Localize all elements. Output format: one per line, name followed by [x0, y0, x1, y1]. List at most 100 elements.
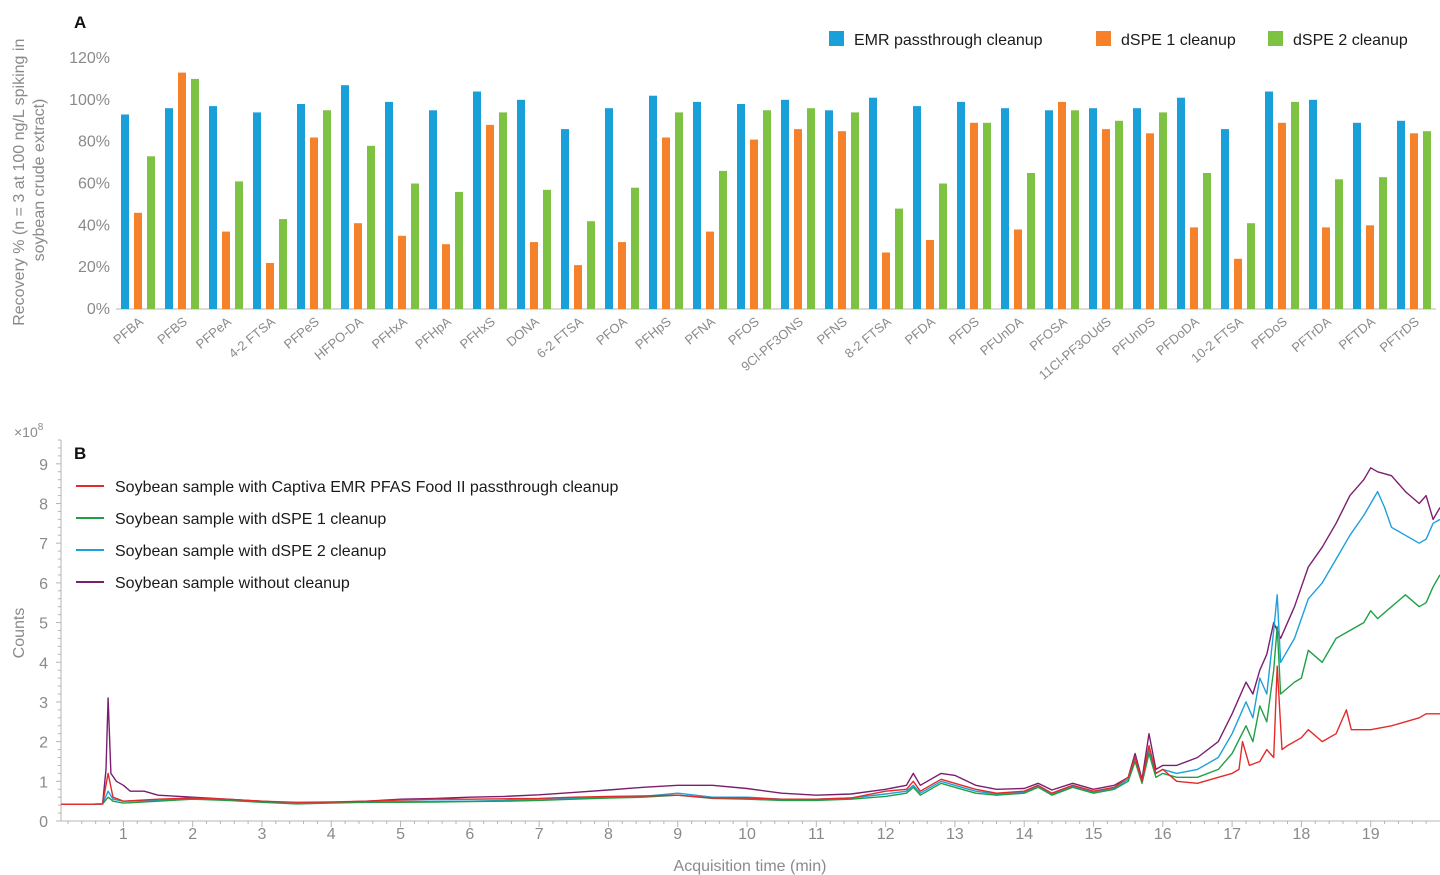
bar-pfhpa-dspe-1-cleanup [442, 244, 450, 309]
bar-pfba-dspe-2-cleanup [147, 156, 155, 309]
bar-pftrda-dspe-2-cleanup [1335, 179, 1343, 309]
bar-pftrds-dspe-1-cleanup [1410, 133, 1418, 309]
bar-dona-dspe-1-cleanup [530, 242, 538, 309]
panel-b-x-axis-title: Acquisition time (min) [674, 858, 827, 875]
bar-11cl-pf3ouds-dspe-1-cleanup [1102, 129, 1110, 309]
bar-pfpes-emr-passthrough-cleanup [297, 104, 305, 309]
bar-pfdos-dspe-1-cleanup [1278, 122, 1286, 309]
legend-swatch-emr-passthrough-cleanup [829, 31, 844, 46]
bar-9cl-pf3ons-dspe-2-cleanup [807, 108, 815, 309]
category-label-pfunda: PFUnDA [977, 314, 1026, 359]
bar-dona-dspe-2-cleanup [543, 189, 551, 309]
category-label-hfpo-da: HFPO-DA [311, 314, 366, 363]
panel-b-y-tick-5: 5 [39, 616, 48, 633]
bar-pfoa-dspe-1-cleanup [618, 242, 626, 309]
bar-pfda-dspe-1-cleanup [926, 240, 934, 309]
series-line-soybean-sample-with-dspe-1-cleanup [61, 574, 1440, 805]
bar-pftrda-emr-passthrough-cleanup [1309, 99, 1317, 309]
legend-label-emr-passthrough-cleanup: EMR passthrough cleanup [854, 32, 1043, 49]
bar-6-2-ftsa-dspe-1-cleanup [574, 265, 582, 309]
bar-pfoa-dspe-2-cleanup [631, 187, 639, 309]
bar-pfdoda-dspe-1-cleanup [1190, 227, 1198, 309]
panel-b-label: B [74, 444, 86, 463]
legend-label-soybean-sample-with-dspe-2-cleanup: Soybean sample with dSPE 2 cleanup [115, 543, 386, 560]
panel-b-y-tick-7: 7 [39, 536, 48, 553]
category-label-pfpea: PFPeA [193, 314, 234, 352]
panel-b-x-tick-3: 3 [258, 826, 267, 843]
panel-b-y-axis-title: Counts [11, 608, 28, 659]
panel-b-x-tick-6: 6 [465, 826, 474, 843]
panel-a-y-tick-60: 60% [78, 176, 110, 193]
category-label-dona: DONA [504, 314, 543, 350]
panel-b-x-tick-7: 7 [535, 826, 544, 843]
panel-b-x-tick-9: 9 [673, 826, 682, 843]
bar-hfpo-da-dspe-2-cleanup [367, 145, 375, 309]
bar-pfpes-dspe-1-cleanup [310, 137, 318, 309]
legend-label-soybean-sample-without-cleanup: Soybean sample without cleanup [115, 575, 350, 592]
panel-b-x-ticks: 1 2 3 4 5 6 7 8 9 10 11 12 13 14 15 16 17 18 19 [67, 821, 1427, 843]
bar-pfna-dspe-1-cleanup [706, 231, 714, 309]
bar-pfdoda-dspe-2-cleanup [1203, 173, 1211, 309]
bar-pfda-dspe-2-cleanup [939, 183, 947, 309]
bar-pfos-emr-passthrough-cleanup [737, 104, 745, 309]
panel-b-y-tick-6: 6 [39, 576, 48, 593]
bar-pfosa-dspe-2-cleanup [1071, 110, 1079, 309]
bar-pfunds-dspe-1-cleanup [1146, 133, 1154, 309]
bar-pfos-dspe-2-cleanup [763, 110, 771, 309]
bar-pftrda-dspe-1-cleanup [1322, 227, 1330, 309]
panel-b-x-tick-12: 12 [877, 826, 895, 843]
bar-4-2-ftsa-emr-passthrough-cleanup [253, 112, 261, 310]
bar-hfpo-da-dspe-1-cleanup [354, 223, 362, 309]
legend-swatch-dspe-1-cleanup [1096, 31, 1111, 46]
bar-pfhps-dspe-2-cleanup [675, 112, 683, 310]
bar-pfunda-dspe-1-cleanup [1014, 229, 1022, 309]
bar-4-2-ftsa-dspe-2-cleanup [279, 219, 287, 309]
category-label-pfunds: PFUnDS [1109, 314, 1158, 359]
bar-pfhps-emr-passthrough-cleanup [649, 95, 657, 309]
legend-label-dspe-1-cleanup: dSPE 1 cleanup [1121, 32, 1236, 49]
bar-pfba-dspe-1-cleanup [134, 212, 142, 309]
panel-a-y-tick-20: 20% [78, 259, 110, 276]
panel-b-x-tick-4: 4 [327, 826, 336, 843]
bar-pfpea-dspe-2-cleanup [235, 181, 243, 309]
bar-pfhxs-dspe-2-cleanup [499, 112, 507, 310]
bar-pftda-emr-passthrough-cleanup [1353, 122, 1361, 309]
bar-6-2-ftsa-emr-passthrough-cleanup [561, 129, 569, 309]
bar-pfhxa-dspe-1-cleanup [398, 235, 406, 309]
category-label-pftrda: PFTrDA [1289, 314, 1334, 356]
bar-pfdos-dspe-2-cleanup [1291, 101, 1299, 310]
bar-pfhpa-dspe-2-cleanup [455, 191, 463, 309]
category-label-pfda: PFDA [902, 314, 938, 348]
bar-8-2-ftsa-dspe-2-cleanup [895, 208, 903, 309]
panel-a-y-tick-120: 120% [69, 50, 110, 67]
bar-8-2-ftsa-emr-passthrough-cleanup [869, 97, 877, 309]
panel-a-y-axis-title: Recovery % (n = 3 at 100 ng/L spiking in… [11, 34, 48, 326]
bar-6-2-ftsa-dspe-2-cleanup [587, 221, 595, 309]
bar-pfunds-dspe-2-cleanup [1159, 112, 1167, 310]
bar-pfhxs-emr-passthrough-cleanup [473, 91, 481, 309]
bar-pfos-dspe-1-cleanup [750, 139, 758, 309]
bar-pfpea-dspe-1-cleanup [222, 231, 230, 309]
bar-pfdoda-emr-passthrough-cleanup [1177, 97, 1185, 309]
bar-pfdos-emr-passthrough-cleanup [1265, 91, 1273, 309]
bar-pfhxa-dspe-2-cleanup [411, 183, 419, 309]
bar-pfns-emr-passthrough-cleanup [825, 110, 833, 309]
panel-b-y-tick-9: 9 [39, 457, 48, 474]
series-line-soybean-sample-with-captiva-emr-pfas-food-ii-passthrough-cleanup [61, 665, 1440, 805]
bar-pfunds-emr-passthrough-cleanup [1133, 108, 1141, 309]
panel-b-x-tick-14: 14 [1015, 826, 1033, 843]
bar-hfpo-da-emr-passthrough-cleanup [341, 85, 349, 309]
category-label-pfhxs: PFHxS [457, 314, 498, 352]
bar-pfns-dspe-1-cleanup [838, 131, 846, 309]
category-label-pfna: PFNA [682, 314, 718, 348]
panel-b-x-tick-13: 13 [946, 826, 964, 843]
panel-a-bars [121, 72, 1431, 310]
bar-pfds-dspe-2-cleanup [983, 122, 991, 309]
panel-b-x-tick-17: 17 [1223, 826, 1241, 843]
panel-a-label: A [74, 13, 86, 32]
category-label-pftda: PFTDA [1336, 314, 1379, 353]
bar-pfpes-dspe-2-cleanup [323, 110, 331, 309]
panel-a-y-axis-title-line-1: Recovery % (n = 3 at 100 ng/L spiking in [11, 39, 28, 326]
category-label-pfhps: PFHpS [632, 314, 674, 353]
